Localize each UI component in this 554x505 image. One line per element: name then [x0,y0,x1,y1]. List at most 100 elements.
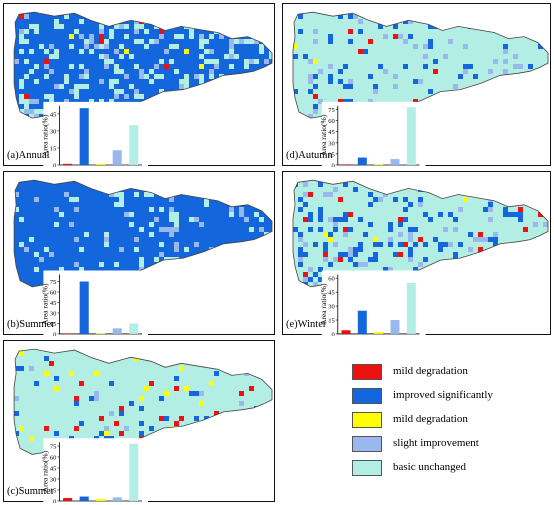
map-cell [19,4,24,9]
map-cell [363,262,368,267]
map-cell [488,202,493,207]
map-cell [508,187,513,192]
map-cell [368,192,373,197]
map-cell [44,74,49,79]
map-cell [174,247,179,252]
map-cell [353,14,358,19]
map-cell [438,180,443,182]
map-cell [298,207,303,212]
map-cell [29,99,34,104]
map-cell [408,202,413,207]
map-cell [383,172,388,177]
map-cell [403,242,408,247]
map-cell [4,109,9,114]
map-cell [393,197,398,202]
map-cell [398,252,403,257]
map-cell [224,446,229,451]
map-cell [503,49,508,54]
bar [341,164,351,165]
map-cell [308,79,313,84]
map-cell [503,4,508,9]
map-cell [543,222,548,227]
map-cell [483,262,488,267]
map-cell [199,64,204,69]
map-cell [348,252,353,257]
map-cell [269,94,272,99]
map-cell [159,74,164,79]
map-cell [24,59,29,64]
map-cell [338,99,343,104]
map-cell [194,74,199,79]
map-cell [209,180,214,182]
map-cell [159,396,164,401]
map-cell [9,34,14,39]
map-cell [293,89,298,94]
map-cell [254,39,259,44]
map-cell [219,461,224,466]
map-cell [159,59,164,64]
map-cell [438,14,443,19]
map-cell [24,29,29,34]
map-cell [348,84,353,89]
map-cell [214,124,219,129]
bar [112,497,122,501]
y-axis-label: Area ratio(%) [40,450,49,492]
map-cell [54,49,59,54]
map-cell [493,182,498,187]
map-cell [49,252,54,257]
map-cell [433,172,438,177]
map-cell [538,4,543,9]
map-cell [483,237,488,242]
map-cell [413,242,418,247]
map-cell [69,371,74,376]
map-cell [433,59,438,64]
map-cell [503,84,508,89]
map-cell [79,267,84,272]
map-cell [189,217,194,222]
map-cell [548,172,552,177]
map-cell [328,64,333,69]
map-cell [408,34,413,39]
map-cell [373,252,378,257]
map-cell [518,242,523,247]
map-cell [288,292,293,297]
map-cell [283,237,288,242]
map-cell [413,79,418,84]
map-cell [438,267,443,272]
map-cell [298,247,303,252]
map-cell [174,212,179,217]
map-cell [543,69,548,74]
map-cell [24,247,29,252]
map-cell [84,39,89,44]
map-cell [34,109,39,114]
map-cell [353,187,358,192]
map-cell [129,12,134,14]
map-cell [378,242,383,247]
map-cell [503,59,508,64]
map-cell [368,14,373,19]
map-cell [493,237,498,242]
map-cell [104,182,109,187]
map-cell [283,39,288,44]
map-cell [234,39,239,44]
map-cell [533,222,538,227]
map-cell [114,69,119,74]
map-cell [224,287,229,292]
map-cell [288,222,293,227]
map-cell [99,14,104,19]
map-cell [139,267,144,272]
y-tick-label: 75 [50,443,57,450]
map-cell [473,292,478,297]
map-cell [254,361,259,366]
map-cell [293,54,298,59]
map-cell [388,182,393,187]
map-cell [19,351,24,356]
map-cell [149,222,154,227]
map-cell [189,351,194,356]
legend-item-red: mild degradation [352,364,512,388]
y-tick-label: 0 [53,331,56,336]
map-cell [209,446,214,451]
map-cell [4,24,9,29]
map-cell [169,124,174,129]
